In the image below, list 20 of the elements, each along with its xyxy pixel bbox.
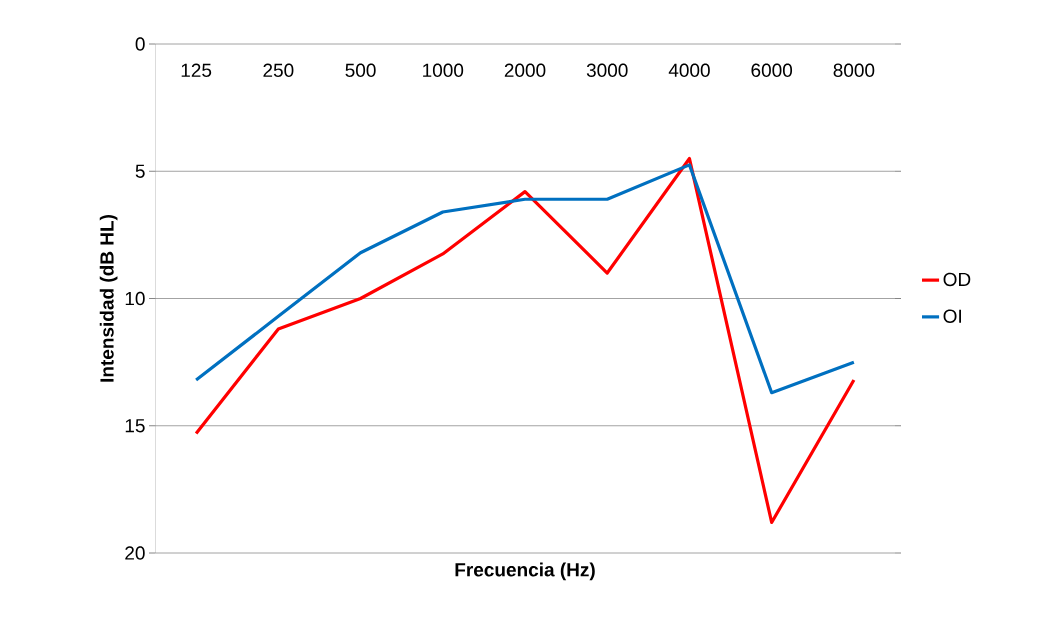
legend-label: OI xyxy=(943,309,961,323)
y-tick-label: 15 xyxy=(125,419,145,433)
y-tick-label: 20 xyxy=(125,546,145,560)
x-tick-label: 500 xyxy=(345,63,376,77)
y-tick-label: 0 xyxy=(135,37,145,51)
x-tick-label: 1000 xyxy=(423,63,464,77)
y-tick-label: 10 xyxy=(125,291,145,306)
x-tick-label: 2000 xyxy=(504,63,546,77)
y-axis-title: Intensidad (dB HL) xyxy=(99,215,118,382)
x-tick-label: 125 xyxy=(181,63,212,77)
x-tick-label: 3000 xyxy=(586,63,628,77)
legend-label: OD xyxy=(943,272,971,287)
x-tick-label: 4000 xyxy=(668,63,710,77)
line-series xyxy=(194,163,856,395)
x-axis-title: Frecuencia (Hz) xyxy=(455,562,595,581)
x-tick-label: 6000 xyxy=(751,63,793,77)
x-tick-label: 250 xyxy=(263,63,294,77)
x-tick-label: 8000 xyxy=(833,63,875,77)
line-series xyxy=(194,156,856,525)
y-tick-label: 5 xyxy=(135,164,145,178)
